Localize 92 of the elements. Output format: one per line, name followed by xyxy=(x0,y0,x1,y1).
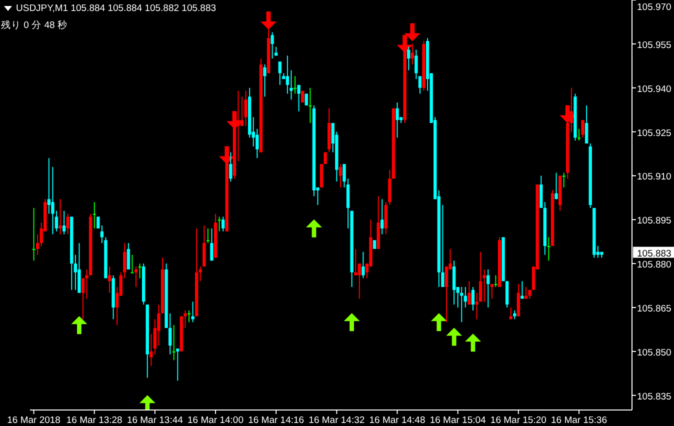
y-tick-label: 105.955 xyxy=(637,40,672,51)
point xyxy=(465,334,481,352)
candlestick xyxy=(516,284,520,317)
candlestick xyxy=(138,263,142,279)
candlestick xyxy=(407,46,410,71)
y-tick-label: 105.850 xyxy=(637,347,672,358)
candlestick xyxy=(32,207,36,262)
candlestick xyxy=(293,76,297,94)
candlestick xyxy=(505,280,509,308)
candlestick xyxy=(202,225,206,267)
candlestick xyxy=(471,286,475,311)
x-tick-label: 16 Mar 14:48 xyxy=(369,415,426,426)
candlestick xyxy=(278,61,282,86)
candlestick xyxy=(520,280,524,300)
candlestick xyxy=(308,87,312,124)
x-tick-label: 16 Mar 2018 xyxy=(7,415,60,426)
candlestick xyxy=(198,266,202,282)
x-tick-label: 16 Mar 15:04 xyxy=(430,415,486,426)
candlestick xyxy=(452,260,456,306)
candlestick xyxy=(494,274,498,288)
candlestick xyxy=(244,90,248,126)
candlestick xyxy=(444,266,448,323)
text: 105.883 xyxy=(637,248,672,260)
y-tick-label: 105.865 xyxy=(637,304,672,314)
candlestick xyxy=(396,102,399,138)
x-tick-label: 16 Mar 14:32 xyxy=(308,415,365,426)
candlestick xyxy=(468,280,471,306)
x-tick-label: 16 Mar 15:36 xyxy=(551,415,607,426)
candlestick xyxy=(490,284,494,300)
candlestick xyxy=(562,172,566,188)
candlestick xyxy=(362,251,365,279)
candlestick xyxy=(58,198,62,235)
point xyxy=(260,12,276,30)
candlestick xyxy=(229,152,232,182)
candlestick xyxy=(176,348,180,382)
y-tick-label: 105.880 xyxy=(637,260,672,271)
candlestick xyxy=(191,301,194,323)
candlestick xyxy=(126,242,130,270)
candlestick xyxy=(554,172,558,200)
candlestick xyxy=(486,268,490,308)
y-tick-label: 105.895 xyxy=(637,216,672,227)
candlestick xyxy=(577,128,581,142)
text: 残り 0 分 48 秒 xyxy=(1,19,68,31)
candlestick xyxy=(338,164,342,188)
point xyxy=(71,316,88,334)
y-tick-label: 105.970 xyxy=(637,2,672,13)
candlestick xyxy=(540,175,543,208)
candlestick xyxy=(78,242,81,294)
candlestick xyxy=(581,120,584,138)
candlestick xyxy=(134,266,138,288)
candlestick xyxy=(130,254,134,274)
candlestick xyxy=(172,324,176,361)
candlestick xyxy=(584,104,588,144)
point xyxy=(430,313,447,332)
candlestick xyxy=(270,32,274,60)
candlestick xyxy=(92,202,96,229)
candlestick xyxy=(414,49,418,80)
x-tick-label: 16 Mar 13:44 xyxy=(126,415,183,426)
point xyxy=(344,313,360,332)
candlestick xyxy=(354,248,358,276)
point xyxy=(446,328,462,346)
candlestick xyxy=(206,228,210,244)
y-tick-label: 105.940 xyxy=(637,84,672,95)
candlestick xyxy=(66,213,70,235)
candlestick xyxy=(187,310,191,323)
candlestick xyxy=(460,286,464,323)
point xyxy=(404,23,420,42)
candlestick xyxy=(304,93,308,106)
candlestick xyxy=(380,198,384,235)
candlestick xyxy=(81,278,85,320)
candlestick xyxy=(297,84,300,112)
candlestick xyxy=(263,64,266,98)
x-tick-label: 16 Mar 14:00 xyxy=(188,415,244,426)
candlestick xyxy=(62,210,66,235)
candlestick xyxy=(418,76,422,94)
x-tick-label: 16 Mar 14:16 xyxy=(248,415,304,426)
chart-title: USDJPY,M1 105.884 105.884 105.882 105.883 xyxy=(16,3,216,14)
candlestick xyxy=(221,216,225,232)
candlestick xyxy=(210,228,214,262)
y-tick-label: 105.910 xyxy=(637,172,672,183)
candlestick xyxy=(320,164,324,188)
x-tick-label: 16 Mar 15:20 xyxy=(490,415,546,426)
candlestick xyxy=(388,169,392,206)
x-tick-label: 16 Mar 13:28 xyxy=(66,415,122,426)
point xyxy=(306,219,322,238)
candlestick xyxy=(218,216,221,232)
y-tick-label: 105.925 xyxy=(637,128,672,139)
candlestick xyxy=(384,202,388,235)
candlestick xyxy=(547,236,550,262)
candlestick xyxy=(358,263,361,300)
y-tick-label: 105.835 xyxy=(637,391,672,402)
candlestick xyxy=(36,234,40,256)
